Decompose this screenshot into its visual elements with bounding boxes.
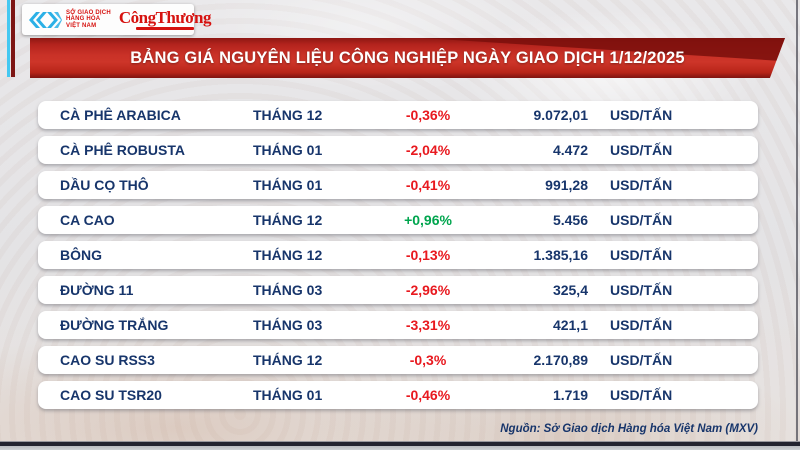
price-unit: USD/TẤN <box>610 317 673 333</box>
table-row: BÔNG THÁNG 12 -0,13% 1.385,16 USD/TẤN <box>38 241 758 269</box>
price-value: 2.170,89 <box>533 352 589 368</box>
source-credit: Nguồn: Sở Giao dịch Hàng hóa Việt Nam (M… <box>500 423 758 435</box>
change-percent: -2,04% <box>405 142 451 158</box>
table-row: CAO SU RSS3 THÁNG 12 -0,3% 2.170,89 USD/… <box>38 346 758 374</box>
price-value: 325,4 <box>552 282 588 298</box>
right-frame-edge <box>796 0 798 450</box>
table-row: CA CAO THÁNG 12 +0,96% 5.456 USD/TẤN <box>38 206 758 234</box>
contract-month: THÁNG 03 <box>253 282 323 298</box>
commodity-name: ĐƯỜNG TRẮNG <box>60 317 169 333</box>
contract-month: THÁNG 01 <box>253 142 323 158</box>
contract-month: THÁNG 12 <box>253 212 323 228</box>
change-percent: -0,13% <box>405 247 451 263</box>
table-row: DẦU CỌ THÔ THÁNG 01 -0,41% 991,28 USD/TẤ… <box>38 171 758 199</box>
change-percent: -3,31% <box>405 317 451 333</box>
commodity-name: CAO SU TSR20 <box>60 387 162 403</box>
mxv-logo-text: SỞ GIAO DỊCH HÀNG HÓA VIỆT NAM <box>66 10 111 30</box>
change-percent: -0,46% <box>405 387 451 403</box>
price-unit: USD/TẤN <box>610 142 673 158</box>
table-row: ĐƯỜNG 11 THÁNG 03 -2,96% 325,4 USD/TẤN <box>38 276 758 304</box>
congthuong-logo-tagline-bar <box>135 27 194 30</box>
change-percent: -0,36% <box>405 107 451 123</box>
price-unit: USD/TẤN <box>610 177 673 193</box>
contract-month: THÁNG 01 <box>253 177 323 193</box>
price-value: 4.472 <box>552 142 588 158</box>
title-banner: BẢNG GIÁ NGUYÊN LIỆU CÔNG NGHIỆP NGÀY GI… <box>30 38 785 78</box>
mxv-logo-line-1: SỞ GIAO DỊCH <box>66 9 111 16</box>
commodity-name: CÀ PHÊ ROBUSTA <box>60 142 185 158</box>
commodity-name: CAO SU RSS3 <box>60 352 155 368</box>
bottom-frame-edge <box>0 441 800 450</box>
contract-month: THÁNG 12 <box>253 247 323 263</box>
congthuong-logo-text: CôngThương <box>118 8 212 27</box>
mxv-logo-line-2: HÀNG HÓA <box>66 16 101 23</box>
contract-month: THÁNG 12 <box>253 107 323 123</box>
mxv-logo-line-3: VIỆT NAM <box>66 22 97 29</box>
change-percent: -0,41% <box>405 177 451 193</box>
table-row: CÀ PHÊ ROBUSTA THÁNG 01 -2,04% 4.472 USD… <box>38 136 758 164</box>
change-percent: +0,96% <box>404 212 452 228</box>
price-unit: USD/TẤN <box>610 212 673 228</box>
price-unit: USD/TẤN <box>610 247 673 263</box>
price-value: 991,28 <box>545 177 588 193</box>
congthuong-logo: CôngThương <box>119 9 211 30</box>
left-accent-stripe-maroon <box>11 0 15 77</box>
left-accent-stripe-cyan <box>7 0 10 77</box>
table-row: CAO SU TSR20 THÁNG 01 -0,46% 1.719 USD/T… <box>38 381 758 409</box>
price-value: 1.719 <box>552 387 588 403</box>
commodity-name: CÀ PHÊ ARABICA <box>60 107 181 123</box>
price-unit: USD/TẤN <box>610 282 673 298</box>
change-percent: -0,3% <box>409 352 447 368</box>
price-value: 5.456 <box>552 212 588 228</box>
price-value: 1.385,16 <box>533 247 589 263</box>
price-unit: USD/TẤN <box>610 387 673 403</box>
contract-month: THÁNG 01 <box>253 387 323 403</box>
table-row: CÀ PHÊ ARABICA THÁNG 12 -0,36% 9.072,01 … <box>38 101 758 129</box>
change-percent: -2,96% <box>405 282 451 298</box>
price-value: 9.072,01 <box>533 107 589 123</box>
commodity-name: DẦU CỌ THÔ <box>60 177 149 193</box>
price-unit: USD/TẤN <box>610 107 673 123</box>
contract-month: THÁNG 03 <box>253 317 323 333</box>
header-logo-plate: SỞ GIAO DỊCH HÀNG HÓA VIỆT NAM CôngThươn… <box>22 4 211 35</box>
price-value: 421,1 <box>552 317 588 333</box>
page-title: BẢNG GIÁ NGUYÊN LIỆU CÔNG NGHIỆP NGÀY GI… <box>130 48 685 67</box>
table-row: ĐƯỜNG TRẮNG THÁNG 03 -3,31% 421,1 USD/TẤ… <box>38 311 758 339</box>
contract-month: THÁNG 12 <box>253 352 323 368</box>
commodity-name: ĐƯỜNG 11 <box>60 282 134 298</box>
commodity-name: CA CAO <box>60 212 115 228</box>
commodity-name: BÔNG <box>60 247 102 263</box>
price-table: CÀ PHÊ ARABICA THÁNG 12 -0,36% 9.072,01 … <box>38 101 758 409</box>
mxv-logo-icon <box>29 11 62 28</box>
price-unit: USD/TẤN <box>610 352 673 368</box>
